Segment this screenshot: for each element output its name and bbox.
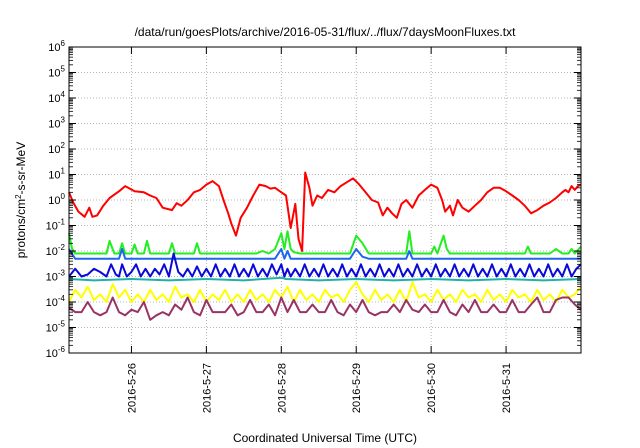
series-line-3 <box>68 248 581 260</box>
series-line-5 <box>68 276 582 282</box>
y-tick-label: 10-6 <box>46 345 66 360</box>
y-tick-label: 102 <box>48 141 65 156</box>
y-label-pre: protons/cm <box>14 199 28 258</box>
x-tick-label: 2016-5-30 <box>426 363 438 413</box>
x-tick-label: 2016-5-27 <box>201 363 213 413</box>
x-tick-label: 2016-5-31 <box>501 363 513 413</box>
x-tick-label: 2016-5-28 <box>276 363 288 413</box>
series-line-1 <box>68 171 582 252</box>
y-tick-label: 10-3 <box>46 269 66 284</box>
y-tick-label: 10-5 <box>46 320 66 335</box>
x-axis-label: Coordinated Universal Time (UTC) <box>233 431 417 445</box>
y-tick-label: 104 <box>48 90 65 105</box>
chart-title: /data/run/goesPlots/archive/2016-05-31/f… <box>135 25 517 39</box>
y-tick-label: 106 <box>48 39 65 54</box>
y-tick-label: 101 <box>48 167 65 182</box>
y-tick-label: 100 <box>48 192 65 207</box>
series-line-4 <box>68 252 582 278</box>
grid <box>69 47 581 353</box>
series-line-7 <box>68 296 582 321</box>
y-tick-label: 103 <box>48 116 65 131</box>
y-tick-label: 10-2 <box>46 243 66 258</box>
series-line-2 <box>68 230 582 255</box>
y-tick-label: 10-4 <box>46 294 66 309</box>
series-layer <box>68 171 582 321</box>
y-label-sup: 2 <box>14 194 23 199</box>
x-tick-label: 2016-5-29 <box>351 363 363 413</box>
axes: 10-6 10-5 10-4 10-3 10-2 10-1 100 101 102 103 104 1… <box>46 39 581 413</box>
series-line-6 <box>68 281 582 303</box>
y-tick-label: 105 <box>48 65 65 80</box>
y-tick-label: 10-1 <box>46 218 66 233</box>
x-tick-label: 2016-5-26 <box>126 363 138 413</box>
y-axis-label: protons/cm2-s-sr-MeV <box>14 142 29 258</box>
y-label-post: -s-sr-MeV <box>14 142 28 195</box>
